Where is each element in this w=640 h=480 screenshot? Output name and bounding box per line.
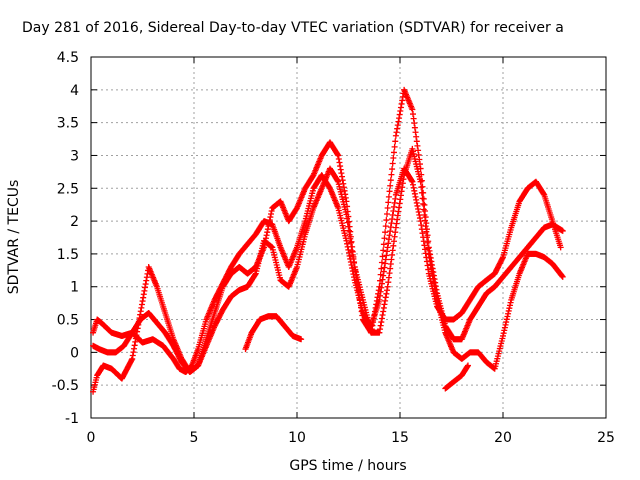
- data-point-marker: [383, 217, 390, 224]
- data-point-marker: [386, 188, 393, 195]
- plot-frame: [90, 56, 607, 419]
- data-point-marker: [390, 149, 397, 156]
- x-tick-label: 0: [87, 430, 96, 446]
- data-point-marker: [418, 184, 425, 191]
- y-tick-label: 0.5: [57, 313, 79, 329]
- data-point-marker: [387, 177, 394, 184]
- y-tick-label: -1: [65, 411, 79, 427]
- data-point-marker: [385, 193, 392, 200]
- data-point-marker: [390, 154, 397, 161]
- data-point-marker: [376, 283, 383, 290]
- marker-layer: [90, 86, 566, 395]
- data-point-marker: [380, 241, 387, 248]
- series-0: [90, 165, 564, 376]
- y-tick-label: 4: [70, 83, 79, 99]
- data-point-marker: [379, 253, 386, 260]
- y-tick-label: 4.5: [57, 50, 79, 66]
- data-point-marker: [425, 245, 432, 252]
- y-tick-label: 3.5: [57, 116, 79, 132]
- data-point-marker: [381, 235, 388, 242]
- data-point-marker: [423, 228, 430, 235]
- data-point-marker: [421, 212, 428, 219]
- y-tick-label: 0: [70, 345, 79, 361]
- data-point-marker: [424, 239, 431, 246]
- data-point-marker: [422, 217, 429, 224]
- data-point-marker: [388, 171, 395, 178]
- data-point-marker: [392, 138, 399, 145]
- grid-layer: [91, 57, 606, 418]
- series-1: [90, 86, 566, 376]
- data-point-marker: [464, 362, 471, 369]
- data-point-marker: [423, 234, 430, 241]
- data-point-marker: [389, 160, 396, 167]
- data-point-marker: [420, 206, 427, 213]
- data-point-marker: [345, 218, 352, 225]
- y-tick-label: 1: [70, 280, 79, 296]
- x-axis-label: GPS time / hours: [289, 458, 406, 474]
- x-tick-label: 10: [288, 430, 306, 446]
- y-tick-label: 1.5: [57, 247, 79, 263]
- data-point-marker: [382, 229, 389, 236]
- series-3: [242, 313, 305, 353]
- data-point-marker: [377, 277, 384, 284]
- data-point-marker: [557, 244, 564, 251]
- data-point-marker: [378, 259, 385, 266]
- data-point-marker: [391, 143, 398, 150]
- data-point-marker: [377, 271, 384, 278]
- x-tick-label: 25: [597, 430, 615, 446]
- data-point-marker: [298, 336, 305, 343]
- x-tick-label: 5: [190, 430, 199, 446]
- data-point-marker: [420, 200, 427, 207]
- data-point-marker: [384, 204, 391, 211]
- series-4: [442, 362, 471, 392]
- y-tick-label: 3: [70, 148, 79, 164]
- y-tick-label: 2.5: [57, 181, 79, 197]
- data-point-marker: [389, 166, 396, 173]
- y-axis-label: SDTVAR / TECUs: [6, 180, 22, 295]
- y-tick-label: -0.5: [52, 378, 79, 394]
- data-point-marker: [418, 189, 425, 196]
- data-point-marker: [559, 273, 566, 280]
- x-tick-label: 20: [494, 430, 512, 446]
- data-point-marker: [382, 223, 389, 230]
- x-tick-label: 15: [391, 430, 409, 446]
- data-point-marker: [384, 211, 391, 218]
- y-tick-label: 2: [70, 214, 79, 230]
- data-point-marker: [422, 223, 429, 230]
- data-point-marker: [387, 182, 394, 189]
- data-point-marker: [385, 199, 392, 206]
- data-point-marker: [380, 247, 387, 254]
- data-point-marker: [417, 178, 424, 185]
- data-point-marker: [378, 265, 385, 272]
- chart-title: Day 281 of 2016, Sidereal Day-to-day VTE…: [22, 20, 564, 36]
- data-point-marker: [559, 227, 566, 234]
- data-point-marker: [419, 195, 426, 202]
- tick-layer: 0 5 10 15 20 25 -1 -0.5 0 0.5 1 1.5 2 2.5 3 3.5 4 4.5: [52, 50, 615, 446]
- series-2: [90, 145, 566, 395]
